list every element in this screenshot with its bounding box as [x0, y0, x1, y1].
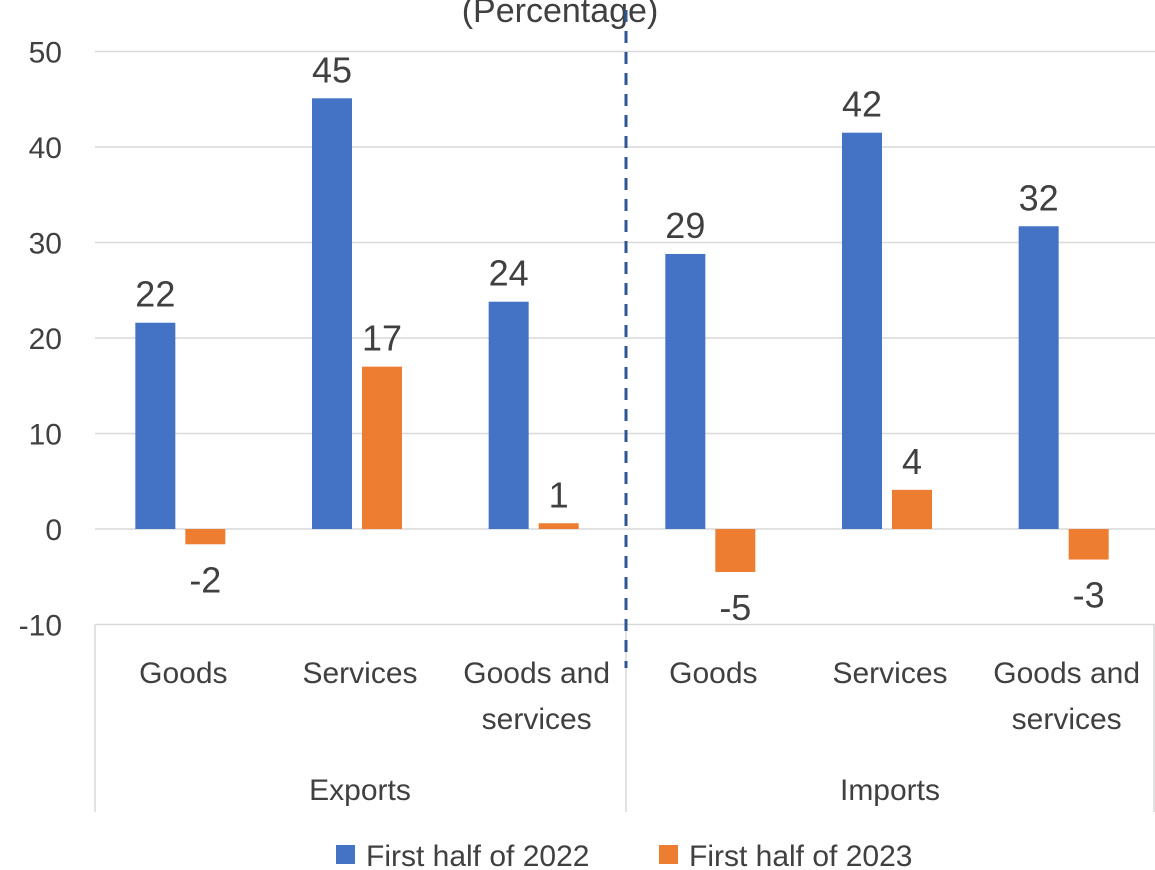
bar-2022 [1018, 226, 1059, 529]
group-label: Exports [309, 774, 411, 807]
category-label: Goods [669, 657, 757, 690]
y-axis-tick-labels: -10 0 10 20 30 40 50 [19, 37, 62, 643]
bars [135, 98, 1109, 572]
y-tick-label: -10 [19, 610, 62, 643]
bar-2023 [1068, 529, 1109, 560]
y-tick-label: 30 [29, 228, 62, 261]
legend-label: First half of 2023 [689, 840, 912, 870]
legend: First half of 2022 First half of 2023 [336, 840, 912, 870]
y-tick-label: 40 [29, 132, 62, 165]
category-label: Services [832, 657, 947, 690]
data-label: 22 [135, 274, 175, 315]
legend-swatch [659, 845, 678, 864]
category-axis: Goods Services Goods and services Goods Servi… [94, 10, 1155, 812]
chart-title-fragment: (Percentage) [462, 0, 659, 30]
bar-2023 [538, 523, 579, 529]
data-label: 29 [665, 205, 705, 246]
data-label: 24 [489, 253, 529, 294]
bar-2023 [892, 489, 932, 529]
data-label: 45 [312, 49, 352, 90]
category-label: Goods [139, 657, 227, 690]
data-label: -2 [189, 559, 221, 600]
bar-2022 [842, 132, 882, 530]
bar-2023 [185, 529, 226, 545]
group-label: Imports [840, 774, 940, 807]
data-label: 4 [902, 441, 922, 482]
bar-2022 [135, 322, 176, 529]
legend-swatch [336, 845, 355, 864]
category-label: Services [302, 657, 417, 690]
data-label: -3 [1073, 575, 1105, 616]
bar-2022 [665, 253, 706, 529]
bar-2023 [715, 529, 756, 572]
data-label: 17 [362, 318, 402, 359]
category-label: Goods and services [993, 657, 1140, 736]
y-tick-label: 0 [45, 514, 62, 547]
category-label: Goods and services [463, 657, 610, 736]
bar-2022 [312, 98, 352, 530]
data-label: 32 [1019, 177, 1059, 218]
data-label: -5 [719, 587, 751, 628]
data-labels: 22 45 24 29 42 32 -2 17 1 -5 4 -3 [135, 49, 1104, 628]
legend-label: First half of 2022 [366, 840, 589, 870]
y-tick-label: 20 [29, 323, 62, 356]
y-tick-label: 50 [29, 37, 62, 70]
bar-2023 [362, 366, 402, 529]
bar-2022 [488, 301, 529, 529]
data-label: 42 [842, 84, 882, 125]
data-label: 1 [549, 474, 569, 515]
y-tick-label: 10 [29, 419, 62, 452]
